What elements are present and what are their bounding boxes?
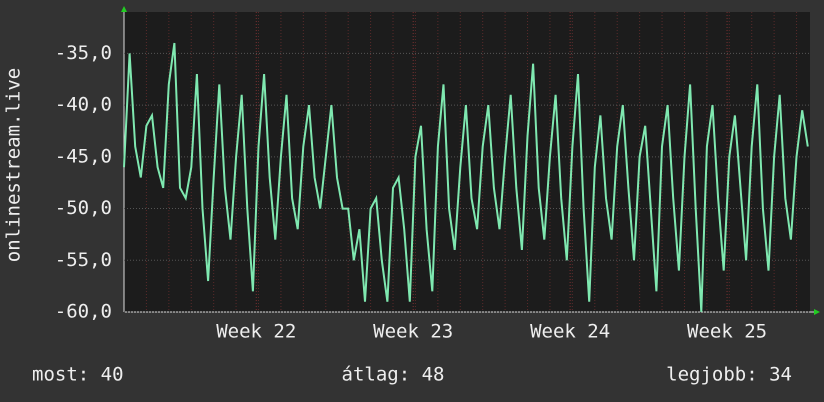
y-tick-label: -40,0 — [55, 94, 112, 116]
x-tick-label: Week 25 — [687, 321, 767, 343]
plot-area — [124, 12, 810, 312]
y-tick-label: -50,0 — [55, 197, 112, 219]
footer-average: átlag: 48 — [342, 364, 445, 386]
x-tick-label: Week 23 — [373, 321, 453, 343]
data-line — [123, 42, 809, 313]
y-tick-label: -55,0 — [55, 249, 112, 271]
x-tick-label: Week 24 — [530, 321, 610, 343]
x-arrow — [814, 309, 820, 315]
footer-current: most: 40 — [32, 364, 124, 386]
y-tick-label: -35,0 — [55, 42, 112, 64]
y-axis-label: onlinestream.live — [3, 68, 25, 262]
footer-best: legjobb: 34 — [666, 364, 792, 386]
y-arrow — [121, 6, 127, 12]
y-tick-label: -45,0 — [55, 145, 112, 167]
x-tick-label: Week 22 — [216, 321, 296, 343]
y-tick-label: -60,0 — [55, 301, 112, 323]
